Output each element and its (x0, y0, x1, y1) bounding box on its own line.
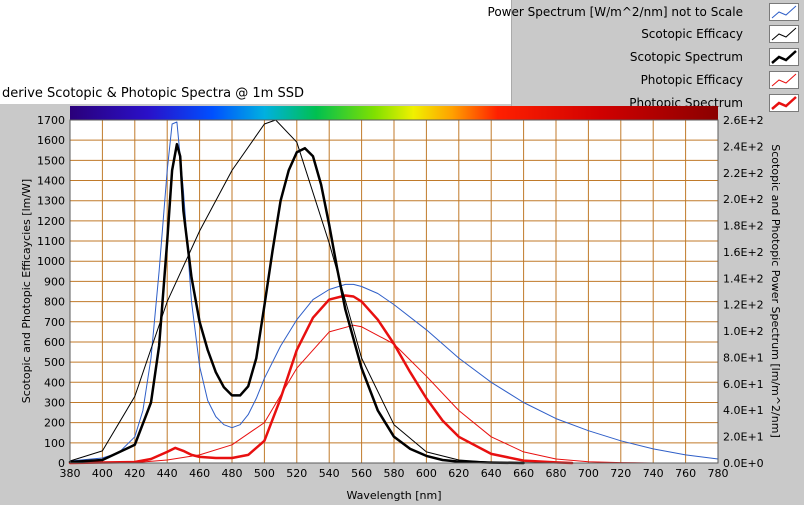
y-tick-label: 700 (44, 316, 65, 329)
x-tick-label: 420 (124, 467, 145, 480)
legend-label: Scotopic Efficacy (641, 27, 743, 41)
series-line-photopic-efficacy (69, 324, 654, 464)
y2-tick-label: 2.4E+2 (723, 140, 764, 153)
y-tick-label: 300 (44, 396, 65, 409)
y2-tick-label: 0.0E+0 (723, 457, 764, 470)
x-tick-label: 600 (416, 467, 437, 480)
x-tick-label: 520 (286, 467, 307, 480)
y-tick-label: 1600 (37, 134, 65, 147)
y2-tick-label: 2.0E+2 (723, 193, 764, 206)
x-tick-label: 780 (708, 467, 729, 480)
legend-line-power-spectrum (771, 5, 797, 19)
x-tick-label: 760 (675, 467, 696, 480)
legend-label: Photopic Efficacy (640, 73, 743, 87)
y2-tick-label: 1.8E+2 (723, 220, 764, 233)
x-tick-label: 740 (643, 467, 664, 480)
legend-swatch-scotopic-efficacy (769, 25, 799, 43)
y2-tick-label: 1.4E+2 (723, 272, 764, 285)
plot-frame (69, 119, 719, 464)
chart-caption: derive Scotopic & Photopic Spectra @ 1m … (2, 86, 304, 101)
x-tick-label: 400 (92, 467, 113, 480)
y-tick-label: 0 (58, 457, 65, 470)
legend: Power Spectrum [W/m^2/nm] not to Scale S… (488, 0, 804, 112)
series-group (68, 119, 719, 465)
x-tick-label: 640 (481, 467, 502, 480)
y-tick-label: 1200 (37, 215, 65, 228)
y-tick-label: 600 (44, 336, 65, 349)
legend-swatch-scotopic-spectrum (769, 48, 799, 66)
series-line-photopic-spectrum (68, 294, 574, 465)
series-line-power-spectrum-w-m-2-nm-not-to-scale (69, 121, 719, 462)
y2-tick-label: 1.2E+2 (723, 299, 764, 312)
y-tick-label: 1100 (37, 235, 65, 248)
legend-line-scotopic-efficacy (771, 27, 797, 41)
y-tick-label: 1400 (37, 175, 65, 188)
y-tick-label: 1300 (37, 195, 65, 208)
y2-tick-label: 2.6E+2 (723, 114, 764, 127)
y2-tick-label: 2.0E+1 (723, 431, 764, 444)
y2-tick-label: 1.0E+2 (723, 325, 764, 338)
legend-item-power-spectrum[interactable]: Power Spectrum [W/m^2/nm] not to Scale (488, 1, 804, 23)
x-tick-labels: 380 400 420 440 460 480 500 520 540 560 580 600 620 6… (60, 467, 729, 480)
legend-line-photopic-efficacy (771, 73, 797, 87)
x-tick-label: 660 (513, 467, 534, 480)
y-tick-label: 800 (44, 296, 65, 309)
y2-tick-labels: 0.0E+0 2.0E+1 4.0E+1 6.0E+1 8.0E+1 1.0E+2 1.2E… (723, 114, 764, 470)
legend-swatch-photopic-efficacy (769, 71, 799, 89)
x-tick-label: 680 (546, 467, 567, 480)
x-tick-label: 620 (448, 467, 469, 480)
y-tick-label: 1500 (37, 154, 65, 167)
legend-item-photopic-efficacy[interactable]: Photopic Efficacy (512, 69, 804, 91)
series-line-scotopic-spectrum (68, 142, 525, 465)
spectrum-bar (70, 106, 718, 120)
x-tick-label: 540 (319, 467, 340, 480)
legend-item-scotopic-efficacy[interactable]: Scotopic Efficacy (512, 23, 804, 45)
x-tick-label: 380 (60, 467, 81, 480)
x-axis-title: Wavelength [nm] (346, 489, 441, 502)
legend-swatch-photopic-spectrum (769, 94, 799, 112)
legend-swatch-power-spectrum (769, 3, 799, 21)
legend-label: Power Spectrum [W/m^2/nm] not to Scale (487, 5, 743, 19)
y-tick-label: 900 (44, 275, 65, 288)
legend-line-scotopic-spectrum (771, 50, 797, 64)
legend-item-scotopic-spectrum[interactable]: Scotopic Spectrum (512, 46, 804, 68)
y2-tick-label: 4.0E+1 (723, 404, 764, 417)
y-tick-label: 400 (44, 376, 65, 389)
y2-tick-label: 1.6E+2 (723, 246, 764, 259)
y-tick-labels: 0 100 200 300 400 500 600 700 800 900 1000 1100 1200… (37, 114, 65, 470)
x-tick-label: 580 (384, 467, 405, 480)
x-tick-label: 700 (578, 467, 599, 480)
y2-axis-title: Scotopic and Photopic Power Spectrum [lm… (769, 144, 782, 437)
y-tick-label: 100 (44, 437, 65, 450)
x-tick-label: 480 (222, 467, 243, 480)
x-tick-label: 500 (254, 467, 275, 480)
y2-tick-label: 2.2E+2 (723, 167, 764, 180)
y-tick-label: 1700 (37, 114, 65, 127)
y-tick-label: 1000 (37, 255, 65, 268)
y2-tick-label: 6.0E+1 (723, 378, 764, 391)
x-tick-label: 560 (351, 467, 372, 480)
y-tick-label: 200 (44, 417, 65, 430)
x-tick-label: 720 (610, 467, 631, 480)
x-tick-label: 460 (189, 467, 210, 480)
y2-tick-label: 8.0E+1 (723, 351, 764, 364)
y-axis-title: Scotopic and Photopic Efficaycies [lm/W] (20, 179, 33, 403)
y-tick-label: 500 (44, 356, 65, 369)
legend-label: Scotopic Spectrum (629, 50, 743, 64)
x-tick-label: 440 (157, 467, 178, 480)
legend-line-photopic-spectrum (771, 96, 797, 110)
